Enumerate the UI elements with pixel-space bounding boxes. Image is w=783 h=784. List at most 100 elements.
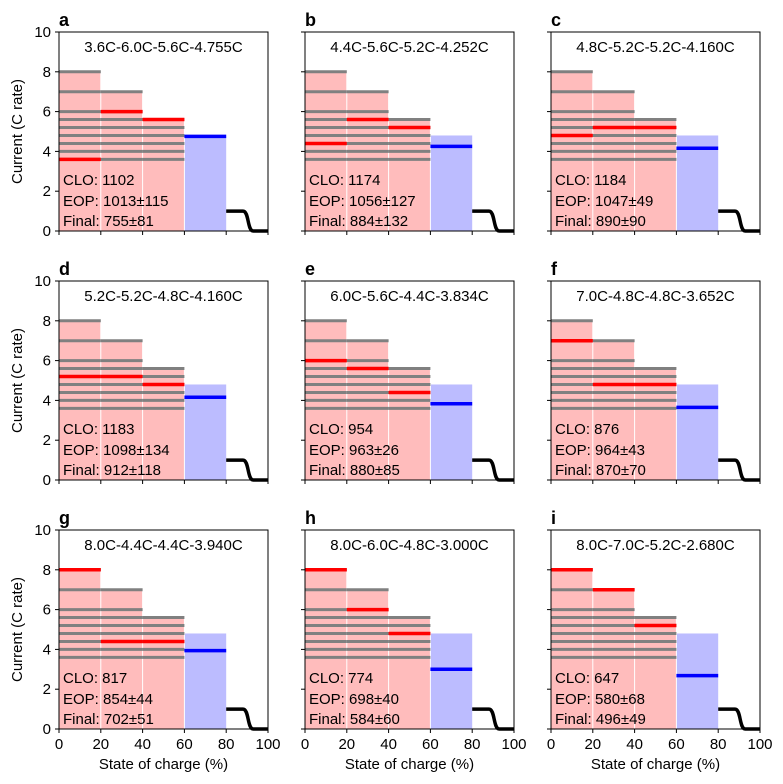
x-tick-label: 60	[668, 736, 685, 753]
y-tick-label: 6	[43, 602, 51, 619]
clo-text: CLO: 1102	[63, 172, 134, 189]
axes-frame	[58, 280, 269, 481]
cc-range-bar	[634, 368, 677, 480]
panel-letter: e	[305, 259, 315, 279]
clo-text: CLO: 817	[63, 670, 127, 687]
clo-text: CLO: 1174	[309, 172, 380, 189]
y-tick-label: 6	[43, 353, 51, 370]
x-tick-label: 0	[547, 736, 555, 753]
panel-letter: c	[551, 10, 561, 30]
y-tick-label: 6	[43, 104, 51, 121]
x-axis-label: State of charge (%)	[99, 756, 228, 773]
x-tick-label: 0	[55, 736, 63, 753]
cc4-range-bar	[430, 135, 473, 231]
clo-text: CLO: 954	[309, 421, 373, 438]
panel-g: 0 20 40 60 80 100 0 2 4 6 8 10 g 8.0C-4.4C-4.4C-3.940…	[9, 508, 281, 773]
final-text: Final: 496±49	[555, 711, 646, 728]
panel-letter: a	[59, 10, 70, 30]
x-tick-label: 60	[176, 736, 193, 753]
panel-letter: i	[551, 508, 556, 528]
final-text: Final: 702±51	[63, 711, 154, 728]
panel-h: 0 20 40 60 80 100 h 8.0C-6.0C-4.8C-3.000C CLO: 7…	[301, 508, 527, 773]
panel-letter: d	[59, 259, 70, 279]
cc4-range-bar	[676, 633, 719, 729]
panel-i: 0 20 40 60 80 100 i 8.0C-7.0C-5.2C-2.680C CLO: 6…	[547, 508, 773, 773]
axes-frame	[550, 31, 761, 232]
x-tick-label: 40	[380, 736, 397, 753]
cc-range-bar	[142, 368, 185, 480]
cv-tail-line	[718, 707, 760, 731]
y-tick-label: 4	[43, 392, 51, 409]
clo-text: CLO: 1184	[555, 172, 626, 189]
x-tick-label: 0	[301, 736, 309, 753]
x-tick-label: 40	[626, 736, 643, 753]
cc4-range-bar	[676, 135, 719, 231]
eop-text: EOP: 964±43	[555, 442, 645, 459]
cv-tail-line	[472, 707, 514, 731]
x-tick-label: 20	[584, 736, 601, 753]
panel-f: f 7.0C-4.8C-4.8C-3.652C CLO: 876 EOP: 964±4…	[547, 259, 761, 484]
y-tick-label: 8	[43, 313, 51, 330]
x-tick-label: 80	[710, 736, 727, 753]
cv-tail-line	[718, 458, 760, 482]
cc-range-bar	[634, 617, 677, 729]
x-tick-label: 80	[218, 736, 235, 753]
protocol-title: 5.2C-5.2C-4.8C-4.160C	[84, 288, 243, 305]
y-tick-label: 10	[34, 24, 51, 41]
final-text: Final: 755±81	[63, 213, 154, 230]
axes-frame	[304, 280, 515, 481]
cv-tail-line	[226, 209, 268, 233]
axes-frame	[304, 529, 515, 730]
cc-range-bar	[100, 91, 143, 231]
cc-range-bar	[346, 589, 389, 729]
cv-tail-line	[226, 458, 268, 482]
x-tick-label: 100	[255, 736, 280, 753]
cv-tail-line	[472, 458, 514, 482]
y-axis-label: Current (C rate)	[9, 79, 26, 184]
cc-range-bar	[388, 119, 431, 231]
y-tick-label: 2	[43, 183, 51, 200]
protocol-title: 3.6C-6.0C-5.6C-4.755C	[84, 39, 243, 56]
cc-range-bar	[592, 91, 635, 231]
x-tick-label: 100	[501, 736, 526, 753]
y-tick-label: 8	[43, 562, 51, 579]
x-tick-label: 20	[92, 736, 109, 753]
cc4-range-bar	[184, 633, 227, 729]
protocol-title: 8.0C-4.4C-4.4C-3.940C	[84, 537, 243, 554]
panel-e: e 6.0C-5.6C-4.4C-3.834C CLO: 954 EOP: 963±2…	[301, 259, 515, 484]
axes-frame	[550, 280, 761, 481]
eop-text: EOP: 1013±115	[63, 193, 169, 210]
protocol-title: 7.0C-4.8C-4.8C-3.652C	[576, 288, 735, 305]
y-tick-label: 0	[43, 223, 51, 240]
panel-d: 0 2 4 6 8 10 d 5.2C-5.2C-4.8C-4.160C CLO: 1183 EO…	[9, 259, 269, 489]
x-axis-label: State of charge (%)	[591, 756, 720, 773]
final-text: Final: 890±90	[555, 213, 646, 230]
cc-range-bar	[388, 368, 431, 480]
panel-a: 0 2 4 6 8 10 a 3.6C-6.0C-5.6C-4.755C CLO: 1102 EO…	[9, 10, 269, 240]
axes-frame	[58, 529, 269, 730]
cc4-range-bar	[430, 384, 473, 480]
eop-text: EOP: 580±68	[555, 691, 645, 708]
y-tick-label: 10	[34, 273, 51, 290]
axes-frame	[304, 31, 515, 232]
clo-text: CLO: 774	[309, 670, 373, 687]
panel-b: b 4.4C-5.6C-5.2C-4.252C CLO: 1174 EOP: 1056…	[301, 10, 515, 235]
panel-letter: b	[305, 10, 316, 30]
x-tick-label: 20	[338, 736, 355, 753]
clo-text: CLO: 1183	[63, 421, 134, 438]
cc-range-bar	[388, 617, 431, 729]
eop-text: EOP: 698±40	[309, 691, 399, 708]
y-tick-label: 8	[43, 64, 51, 81]
cc4-range-bar	[184, 384, 227, 480]
protocol-title: 4.8C-5.2C-5.2C-4.160C	[576, 39, 735, 56]
y-axis-label: Current (C rate)	[9, 328, 26, 433]
eop-text: EOP: 1047±49	[555, 193, 653, 210]
x-tick-label: 40	[134, 736, 151, 753]
clo-text: CLO: 876	[555, 421, 619, 438]
final-text: Final: 584±60	[309, 711, 400, 728]
panel-letter: h	[305, 508, 316, 528]
protocol-title: 8.0C-7.0C-5.2C-2.680C	[576, 537, 735, 554]
cc-range-bar	[142, 617, 185, 729]
protocol-title: 4.4C-5.6C-5.2C-4.252C	[330, 39, 489, 56]
y-axis-label: Current (C rate)	[9, 577, 26, 682]
